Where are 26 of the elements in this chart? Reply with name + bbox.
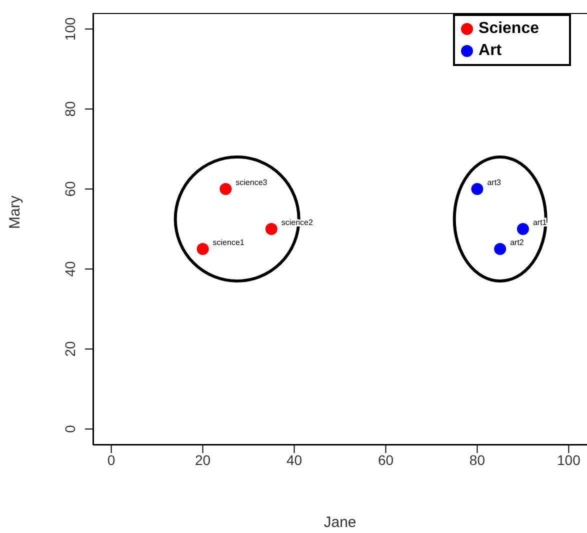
point xyxy=(220,183,232,195)
x-axis-title: Jane xyxy=(324,514,356,531)
y-tick-label: 80 xyxy=(62,101,78,117)
y-tick-label: 100 xyxy=(62,17,78,41)
point xyxy=(196,243,209,255)
point xyxy=(494,243,506,255)
annotation: art2 xyxy=(510,238,524,247)
x-tick-label: 60 xyxy=(378,452,394,468)
y-tick-label: 0 xyxy=(62,424,78,433)
point xyxy=(265,223,278,235)
y-tick-label: 60 xyxy=(62,181,78,197)
annotation: science3 xyxy=(236,178,268,187)
x-tick-label: 40 xyxy=(286,452,302,468)
y-tick-label: 20 xyxy=(62,341,78,357)
y-axis-title: Mary xyxy=(6,195,24,229)
x-tick-label: 80 xyxy=(469,452,486,468)
point xyxy=(516,223,529,235)
y-tick-label: 40 xyxy=(62,261,78,277)
point xyxy=(471,183,484,195)
legend-label: Art xyxy=(478,41,503,61)
x-tick-label: 0 xyxy=(107,452,116,468)
annotation: art3 xyxy=(487,178,502,187)
legend-label: Science xyxy=(478,19,539,39)
x-tick-label: 20 xyxy=(194,452,211,468)
x-tick-label: 100 xyxy=(557,452,581,468)
annotation: science1 xyxy=(212,238,245,247)
